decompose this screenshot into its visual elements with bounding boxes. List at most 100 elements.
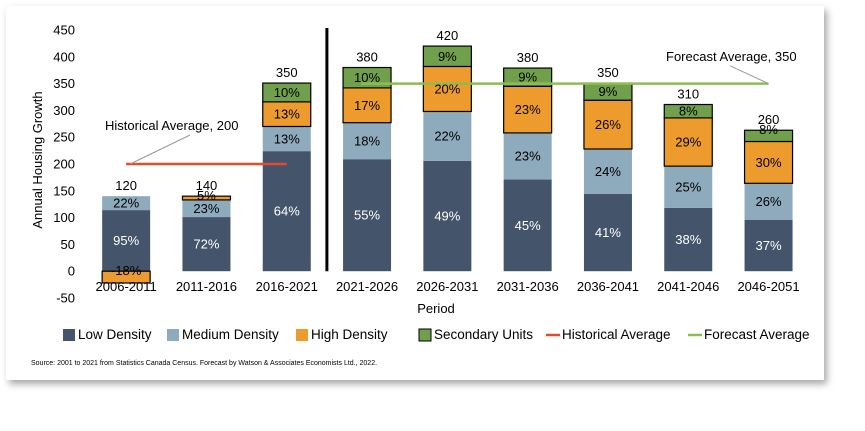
bar-segment: [182, 217, 231, 272]
segment-percent-label: 24%: [595, 164, 621, 179]
bar-segment: [583, 148, 632, 195]
segment-percent-label: 17%: [354, 98, 380, 113]
segment-percent-label: 18%: [354, 133, 380, 148]
segment-percent-label: 8%: [759, 122, 778, 137]
bar-segment: [743, 129, 794, 143]
y-tick-label: 450: [53, 23, 75, 38]
segment-percent-label: 9%: [599, 84, 618, 99]
bar-total-label: 310: [677, 87, 699, 102]
y-tick-label: 200: [53, 157, 75, 172]
segment-percent-label: 23%: [515, 102, 541, 117]
segment-percent-label: 23%: [193, 201, 219, 216]
bar-segment: [422, 45, 472, 68]
segment-percent-label: 20%: [434, 81, 460, 96]
x-tick-label: 2021-2026: [336, 279, 398, 294]
bar-total-label: 350: [597, 65, 619, 80]
bar-total-label: 140: [196, 178, 218, 193]
bar-total-label: 420: [436, 28, 458, 43]
legend-swatch: [167, 329, 179, 341]
segment-percent-label: 13%: [274, 107, 300, 122]
bar-segment: [102, 196, 151, 211]
legend-label: High Density: [311, 327, 388, 342]
segment-percent-label: 23%: [515, 149, 541, 164]
y-tick-label: 300: [53, 103, 75, 118]
bar-segment: [423, 160, 472, 272]
bar-segment: [181, 195, 232, 201]
forecast-annotation-leader: [729, 65, 769, 85]
segment-percent-label: 22%: [113, 196, 139, 211]
x-tick-label: 2031-2036: [497, 279, 559, 294]
bar-total-label: 380: [517, 50, 539, 65]
x-tick-label: 2006-2011: [96, 279, 157, 294]
bar-segment: [664, 207, 713, 272]
bars: [101, 45, 794, 284]
bar-segment: [343, 122, 392, 160]
bar-segment: [503, 67, 553, 87]
historical-annotation-leader: [129, 134, 191, 165]
legend-label: Historical Average: [562, 327, 671, 342]
segment-percent-label: 37%: [756, 238, 782, 253]
average-lines: Historical Average, 200 Forecast Average,…: [105, 28, 797, 272]
forecast-average-annotation: Forecast Average, 350: [666, 49, 797, 64]
bar-segment: [262, 126, 311, 152]
bar-segment: [423, 111, 472, 161]
bar-segment: [101, 270, 151, 284]
x-tick-label: 2046-2051: [737, 279, 799, 294]
segment-percent-label: 10%: [354, 70, 380, 85]
segment-percent-label: 8%: [679, 104, 698, 119]
legend-swatch: [296, 329, 308, 341]
segment-percent-label: 55%: [354, 208, 380, 223]
y-axis-title: Annual Housing Growth: [30, 91, 45, 228]
x-tick-label: 2036-2041: [577, 279, 639, 294]
bar-segment: [744, 183, 793, 220]
bar-segment: [744, 219, 793, 272]
legend-swatch: [63, 329, 75, 341]
bar-segment: [262, 101, 312, 128]
segment-percent-label: 72%: [193, 237, 219, 252]
x-tick-label: 2011-2016: [176, 279, 237, 294]
source-note: Source: 2001 to 2021 from Statistics Can…: [31, 360, 377, 367]
y-tick-label: 150: [53, 183, 75, 198]
bar-segment: [262, 82, 312, 103]
segment-percent-label: 9%: [518, 70, 537, 85]
bar-segment: [664, 166, 713, 208]
bar-segment: [503, 85, 553, 134]
y-tick-label: 400: [53, 49, 75, 64]
y-axis: -50 0 50 100 150 200 250 300 350 400 450: [53, 23, 75, 306]
y-tick-label: 50: [61, 237, 75, 252]
bar-segment: [262, 151, 311, 272]
bar-labels: 95%22%-18%12072%23%5%14064%13%13%10%3505…: [111, 28, 782, 278]
segment-percent-label: 5%: [197, 188, 216, 203]
legend-label: Forecast Average: [704, 327, 810, 342]
segment-percent-label: 41%: [595, 225, 621, 240]
segment-percent-label: 45%: [515, 218, 541, 233]
x-tick-label: 2026-2031: [416, 279, 478, 294]
bar-total-label: 260: [758, 112, 780, 127]
segment-percent-label: -18%: [111, 263, 142, 278]
segment-percent-label: 10%: [274, 85, 300, 100]
segment-percent-label: 95%: [113, 233, 139, 248]
bar-segment: [343, 159, 392, 272]
x-axis: 2006-2011 2011-2016 2016-2021 2021-2026 2026…: [96, 279, 800, 294]
legend-label: Medium Density: [182, 327, 279, 342]
bar-segment: [743, 140, 794, 184]
segment-percent-label: 22%: [434, 129, 460, 144]
bar-total-label: 380: [356, 50, 378, 65]
bar-segment: [182, 199, 231, 218]
bar-segment: [503, 179, 552, 272]
segment-percent-label: 64%: [274, 204, 300, 219]
x-tick-label: 2041-2046: [657, 279, 719, 294]
segment-percent-label: 26%: [595, 117, 621, 132]
segment-percent-label: 38%: [675, 232, 701, 247]
y-tick-label: -50: [56, 291, 75, 306]
legend: Low Density Medium Density High Density Sec…: [63, 327, 810, 342]
bar-total-label: 350: [276, 65, 298, 80]
segment-percent-label: 30%: [756, 155, 782, 170]
legend-label: Secondary Units: [434, 327, 533, 342]
bar-segment: [663, 103, 713, 119]
x-tick-label: 2016-2021: [256, 279, 318, 294]
segment-percent-label: 13%: [274, 131, 300, 146]
bar-segment: [503, 132, 552, 180]
y-tick-label: 100: [53, 210, 75, 225]
y-tick-label: 350: [53, 76, 75, 91]
